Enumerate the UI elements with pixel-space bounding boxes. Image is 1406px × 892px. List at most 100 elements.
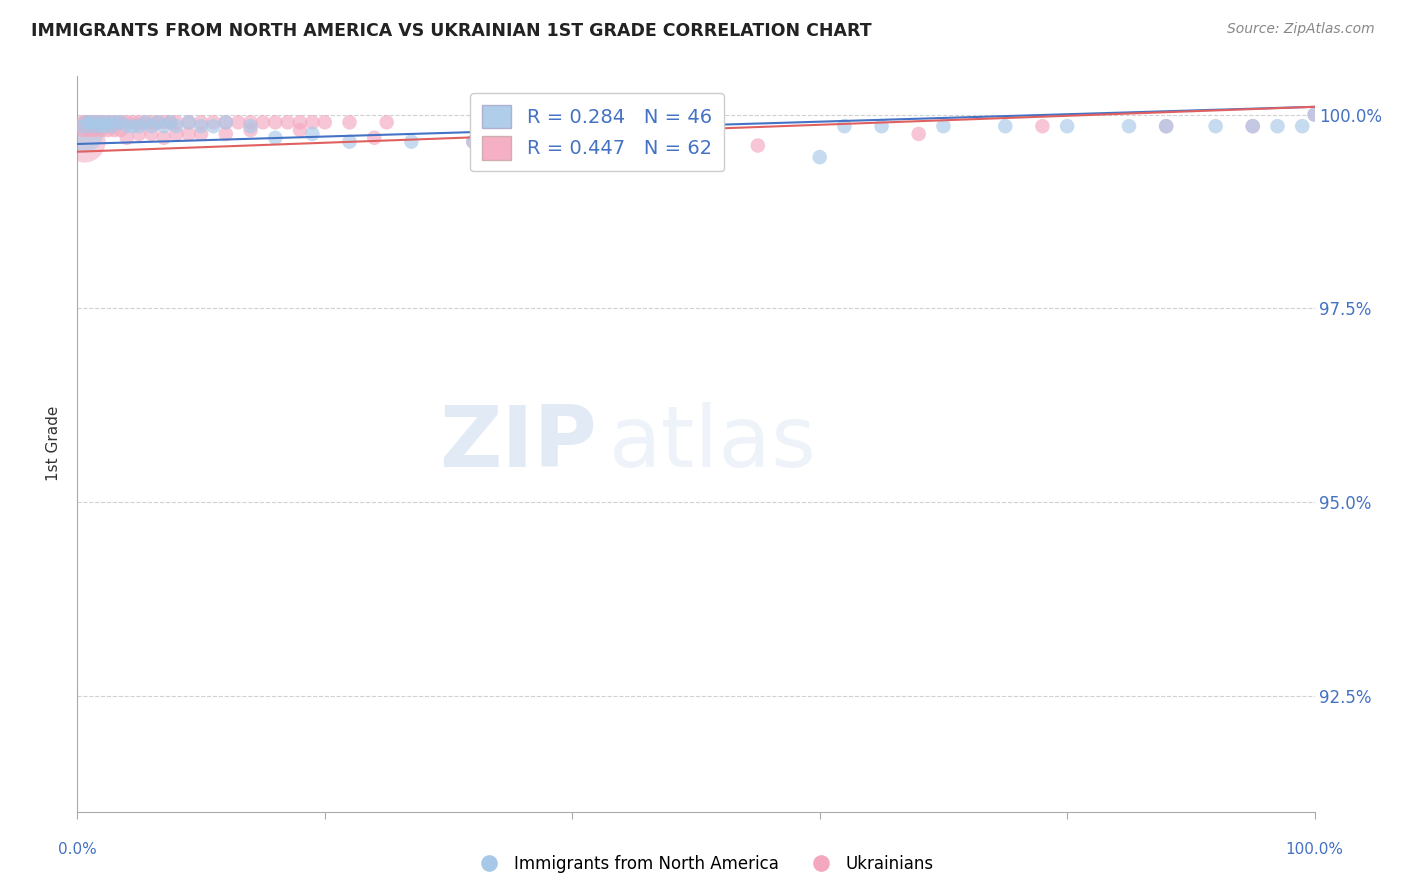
Point <box>1154 119 1177 133</box>
Point <box>153 130 176 145</box>
Point <box>301 127 323 141</box>
Point <box>401 135 423 149</box>
Point <box>134 115 156 129</box>
Point <box>239 123 262 137</box>
Point <box>536 150 558 164</box>
Legend: R = 0.284   N = 46, R = 0.447   N = 62: R = 0.284 N = 46, R = 0.447 N = 62 <box>471 93 724 171</box>
Point <box>165 115 187 129</box>
Point <box>84 123 107 137</box>
Point <box>111 115 134 129</box>
Point <box>141 119 163 133</box>
Point <box>339 115 361 129</box>
Point <box>115 115 138 129</box>
Point <box>103 123 125 137</box>
Point <box>103 115 125 129</box>
Point <box>239 119 262 133</box>
Point <box>101 115 124 129</box>
Point <box>226 115 249 129</box>
Point <box>84 115 107 129</box>
Point <box>141 127 163 141</box>
Point <box>146 115 169 129</box>
Point <box>363 130 385 145</box>
Point <box>97 115 120 129</box>
Point <box>93 119 115 133</box>
Point <box>190 115 212 129</box>
Point <box>73 135 96 149</box>
Point <box>89 119 111 133</box>
Point <box>159 115 181 129</box>
Point <box>215 115 238 129</box>
Point <box>190 127 212 141</box>
Point <box>115 119 138 133</box>
Point <box>202 119 225 133</box>
Point <box>128 115 150 129</box>
Point <box>1303 107 1326 121</box>
Point <box>77 115 100 129</box>
Text: Source: ZipAtlas.com: Source: ZipAtlas.com <box>1227 22 1375 37</box>
Point <box>105 115 128 129</box>
Point <box>97 123 120 137</box>
Point <box>808 150 831 164</box>
Point <box>82 119 104 133</box>
Point <box>97 115 120 129</box>
Point <box>685 150 707 164</box>
Point <box>1241 119 1264 133</box>
Point <box>1205 119 1227 133</box>
Point <box>79 123 101 137</box>
Point <box>215 115 238 129</box>
Point <box>93 115 115 129</box>
Point <box>72 123 94 137</box>
Point <box>264 115 287 129</box>
Legend: Immigrants from North America, Ukrainians: Immigrants from North America, Ukrainian… <box>465 848 941 880</box>
Point <box>277 115 299 129</box>
Point <box>1031 119 1053 133</box>
Point <box>82 115 104 129</box>
Point <box>110 115 132 129</box>
Point <box>165 127 187 141</box>
Point <box>202 115 225 129</box>
Point <box>87 115 110 129</box>
Point <box>907 127 929 141</box>
Point <box>1154 119 1177 133</box>
Text: 0.0%: 0.0% <box>58 842 97 857</box>
Point <box>128 119 150 133</box>
Point <box>177 127 200 141</box>
Text: ZIP: ZIP <box>439 402 598 485</box>
Point <box>177 115 200 129</box>
Point <box>101 119 124 133</box>
Point <box>375 115 398 129</box>
Y-axis label: 1st Grade: 1st Grade <box>46 406 62 482</box>
Point <box>463 135 485 149</box>
Point <box>91 115 114 129</box>
Point <box>239 115 262 129</box>
Point <box>165 119 187 133</box>
Point <box>110 123 132 137</box>
Point <box>73 127 96 141</box>
Point <box>72 115 94 129</box>
Point <box>1267 119 1289 133</box>
Point <box>264 130 287 145</box>
Point <box>153 115 176 129</box>
Point <box>122 119 145 133</box>
Point <box>128 127 150 141</box>
Point <box>215 127 238 141</box>
Point <box>1291 119 1313 133</box>
Point <box>747 138 769 153</box>
Point <box>153 119 176 133</box>
Point <box>994 119 1017 133</box>
Point <box>339 135 361 149</box>
Point <box>463 135 485 149</box>
Point <box>75 115 97 129</box>
Point <box>79 115 101 129</box>
Point <box>1118 119 1140 133</box>
Point <box>72 119 94 133</box>
Point <box>159 115 181 129</box>
Text: 100.0%: 100.0% <box>1285 842 1344 857</box>
Point <box>1056 119 1078 133</box>
Text: IMMIGRANTS FROM NORTH AMERICA VS UKRAINIAN 1ST GRADE CORRELATION CHART: IMMIGRANTS FROM NORTH AMERICA VS UKRAINI… <box>31 22 872 40</box>
Point <box>134 115 156 129</box>
Point <box>932 119 955 133</box>
Point <box>84 115 107 129</box>
Point <box>252 115 274 129</box>
Point <box>80 115 103 129</box>
